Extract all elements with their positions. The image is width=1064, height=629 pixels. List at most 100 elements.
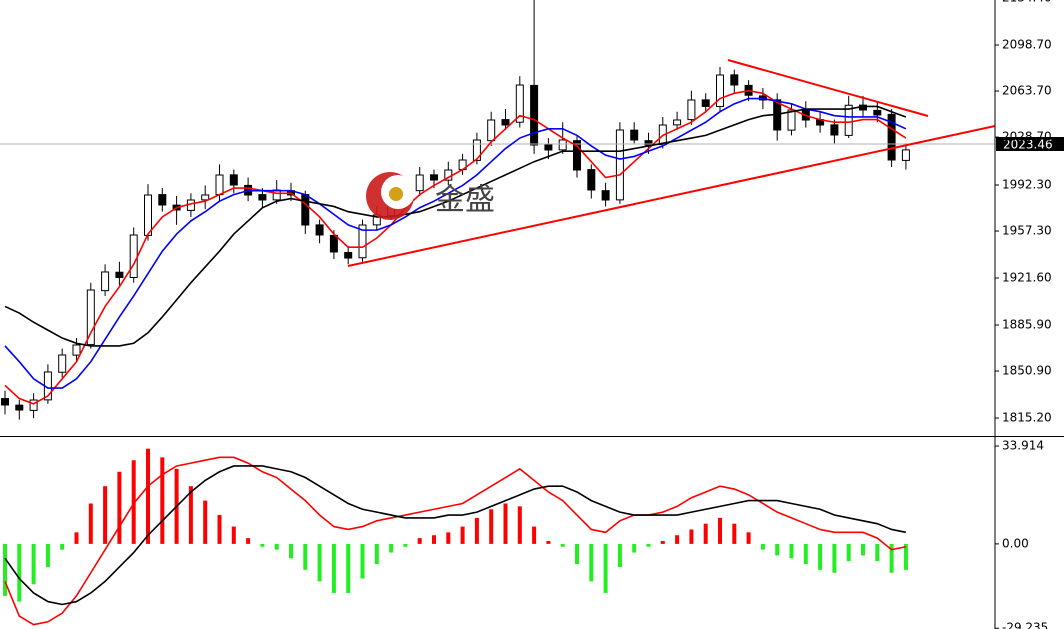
candle-body	[530, 84, 539, 146]
candle-body	[573, 140, 581, 171]
candle-body	[86, 289, 95, 346]
candle-body	[601, 190, 610, 201]
macd-bar	[532, 526, 537, 544]
macd-bar	[846, 543, 851, 562]
macd-bar	[88, 503, 93, 544]
macd-bar	[246, 538, 251, 544]
macd-bar	[403, 543, 408, 547]
candle-body	[830, 124, 839, 136]
macd-bar	[589, 543, 594, 582]
candle-body	[315, 224, 324, 236]
candle-body	[29, 399, 38, 411]
y-tick-label: 2028.70	[1002, 130, 1052, 144]
macd-bar	[560, 543, 565, 547]
candle-body	[415, 174, 424, 192]
macd-bar	[775, 543, 780, 556]
watermark-text: 金盛	[435, 183, 495, 218]
candle-body	[58, 354, 67, 373]
indicator-line	[4, 465, 907, 606]
y-tick-label: 2134.40	[1002, 0, 1052, 5]
candle-body	[358, 224, 367, 259]
macd-bar	[603, 543, 608, 593]
candle-body	[201, 194, 210, 201]
macd-bar	[74, 532, 79, 544]
y-tick-label: 1885.90	[1002, 318, 1052, 332]
trend-line	[727, 59, 929, 117]
candle-body	[272, 189, 281, 201]
macd-bar	[231, 526, 236, 544]
macd-bar	[274, 543, 279, 550]
last-price-label: 2023.46	[1003, 138, 1053, 152]
y-tick-label: 1850.90	[1002, 364, 1052, 378]
macd-bar	[818, 543, 823, 570]
candle-body	[844, 104, 853, 136]
macd-bar	[289, 543, 293, 559]
indicator-line	[4, 97, 907, 389]
macd-bar	[131, 460, 136, 544]
macd-bar	[146, 448, 150, 544]
macd-bar	[789, 543, 794, 559]
candle-body	[887, 113, 896, 161]
macd-bar	[903, 543, 908, 570]
macd-bar	[503, 503, 508, 544]
watermark-logo	[366, 172, 415, 220]
candle-body	[673, 119, 682, 126]
candle-body	[115, 271, 124, 279]
candle-body	[472, 139, 481, 161]
macd-bar	[546, 541, 551, 544]
candle-body	[15, 404, 24, 411]
macd-bar	[875, 543, 880, 562]
candle-body	[215, 174, 224, 196]
candle-body	[344, 252, 353, 259]
macd-bar	[617, 543, 622, 567]
macd-bar	[446, 532, 451, 544]
candle-body	[258, 194, 267, 201]
macd-bar	[861, 543, 865, 556]
macd-bar	[417, 538, 422, 544]
macd-bar	[217, 515, 222, 544]
macd-bar	[331, 543, 336, 593]
candle-body	[301, 194, 310, 226]
macd-bar	[203, 500, 208, 544]
trend-line	[347, 125, 996, 267]
macd-bar	[360, 543, 365, 579]
candle-body	[730, 74, 739, 86]
candle-body	[630, 129, 639, 141]
macd-bar	[346, 543, 351, 593]
macd-bar	[489, 509, 494, 544]
candle-body	[558, 139, 567, 151]
candle-body	[487, 119, 496, 142]
macd-bar	[803, 543, 808, 565]
macd-bar	[760, 543, 765, 550]
candle-body	[229, 174, 238, 186]
macd-bar	[260, 543, 265, 547]
macd-bar	[732, 523, 737, 544]
y-tick-label: 1815.20	[1002, 411, 1052, 425]
y-tick-label: 2063.70	[1002, 84, 1052, 98]
candle-body	[701, 99, 710, 107]
macd-bar	[317, 543, 322, 582]
candle-body	[144, 194, 152, 236]
candle-body	[101, 271, 110, 292]
macd-bar	[474, 517, 479, 544]
macd-bar	[718, 517, 722, 544]
macd-bar	[689, 529, 694, 544]
candle-body	[615, 129, 624, 201]
macd-bar	[117, 471, 122, 544]
macd-bar	[746, 532, 751, 544]
macd-bar	[303, 543, 308, 570]
candle-body	[129, 234, 138, 278]
indicator-line	[4, 456, 907, 626]
candle-body	[1, 398, 9, 406]
y-tick-label: -29.235	[1002, 621, 1048, 629]
last-price-box	[996, 137, 1064, 151]
macd-bar	[160, 457, 165, 544]
candle-body	[716, 74, 724, 107]
candle-body	[587, 169, 596, 191]
y-tick-label: 1921.60	[1002, 271, 1052, 285]
candle-body	[329, 234, 338, 253]
macd-bar	[188, 486, 193, 544]
indicator-line	[4, 89, 907, 405]
macd-bar	[632, 543, 637, 553]
